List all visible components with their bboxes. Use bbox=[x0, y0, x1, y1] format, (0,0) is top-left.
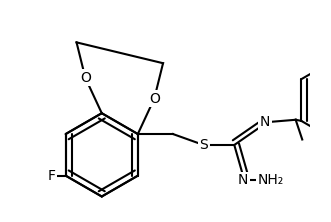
Text: NH₂: NH₂ bbox=[257, 173, 284, 187]
Text: O: O bbox=[80, 71, 91, 85]
Text: S: S bbox=[199, 138, 208, 152]
Text: O: O bbox=[149, 92, 160, 106]
Text: F: F bbox=[47, 169, 55, 183]
Text: N: N bbox=[260, 115, 270, 129]
Text: N: N bbox=[238, 173, 248, 187]
